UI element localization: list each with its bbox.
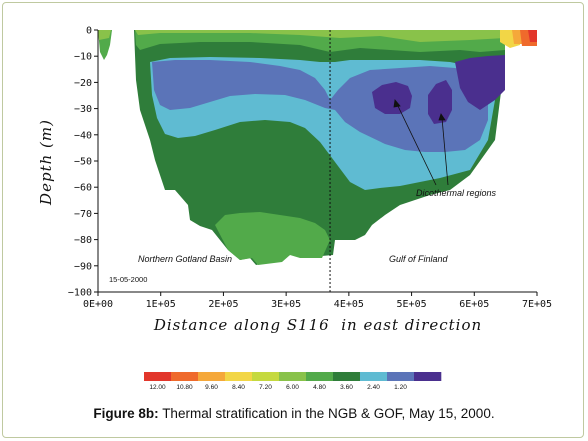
x-tick-label: 5E+05: [397, 299, 427, 310]
legend-label: 3.60: [340, 384, 353, 391]
annotation-right-basin: Gulf of Finland: [389, 254, 449, 264]
y-tick-label: −80: [74, 235, 92, 246]
legend-swatch: [414, 372, 442, 381]
legend-swatch: [144, 372, 172, 381]
color-legend: 12.00 10.80 9.60 8.40 7.20 6.00 4.80 3.60 2.40 1.…: [144, 372, 442, 391]
legend-swatch: [279, 372, 307, 381]
y-tick-label: −30: [74, 104, 92, 115]
y-axis-ticks: 0 −10 −20 −30 −40 −50 −60 −70 −80 −90 −100: [68, 26, 98, 299]
legend-swatch: [198, 372, 226, 381]
legend-swatch: [333, 372, 361, 381]
annotation-arrows: [393, 99, 449, 186]
y-tick-label: −40: [74, 130, 92, 141]
x-tick-label: 6E+05: [459, 299, 489, 310]
figure-caption: Figure 8b: Thermal stratification in the…: [0, 406, 588, 421]
layer-purple-main: [372, 82, 412, 114]
y-tick-label: −50: [74, 157, 92, 168]
x-tick-label: 1E+05: [146, 299, 176, 310]
legend-swatch: [252, 372, 280, 381]
legend-label: 8.40: [232, 384, 245, 391]
layer-green-bottom: [215, 212, 330, 265]
y-tick-label: −20: [74, 78, 92, 89]
annotation-date: 15-05-2000: [109, 275, 147, 284]
y-tick-label: 0: [86, 26, 92, 37]
layer-warm-east: [528, 30, 537, 42]
legend-label: 4.80: [313, 384, 326, 391]
thermal-section-chart: 0 −10 −20 −30 −40 −50 −60 −70 −80 −90 −100 0E+00 1E…: [37, 26, 552, 392]
x-tick-label: 7E+05: [522, 299, 552, 310]
x-tick-label: 2E+05: [208, 299, 238, 310]
legend-swatch: [171, 372, 199, 381]
y-tick-label: −60: [74, 183, 92, 194]
x-tick-label: 0E+00: [83, 299, 113, 310]
annotation-regions: Dicothermal regions: [416, 188, 497, 198]
legend-label: 9.60: [205, 384, 218, 391]
caption-text: Thermal stratification in the NGB & GOF,…: [162, 406, 495, 421]
layer-west-shelf-top: [98, 30, 111, 40]
temperature-section: [98, 30, 537, 265]
legend-label: 1.20: [394, 384, 407, 391]
x-axis-label: Distance along S116 in east direction: [153, 316, 482, 334]
caption-label: Figure 8b:: [93, 406, 159, 421]
layer-blue: [152, 60, 488, 152]
layer-light-green-top: [135, 30, 505, 42]
y-tick-label: −100: [68, 288, 92, 299]
y-axis-label: Depth (m): [37, 119, 55, 206]
legend-label: 7.20: [259, 384, 272, 391]
x-axis-ticks: 0E+00 1E+05 2E+05 3E+05 4E+05 5E+05 6E+05 7E+05: [83, 292, 552, 310]
x-tick-label: 3E+05: [271, 299, 301, 310]
legend-label: 6.00: [286, 384, 299, 391]
y-tick-label: −70: [74, 209, 92, 220]
legend-label: 10.80: [176, 384, 193, 391]
layer-purple-east: [455, 55, 505, 110]
x-tick-label: 4E+05: [334, 299, 364, 310]
y-tick-label: −90: [74, 261, 92, 272]
legend-swatch: [306, 372, 334, 381]
layer-purple-small: [428, 80, 452, 124]
annotation-left-basin: Northern Gotland Basin: [138, 254, 232, 264]
legend-swatch: [387, 372, 415, 381]
legend-swatch: [225, 372, 253, 381]
y-tick-label: −10: [74, 52, 92, 63]
legend-label: 12.00: [149, 384, 166, 391]
legend-label: 2.40: [367, 384, 380, 391]
legend-swatch: [360, 372, 388, 381]
